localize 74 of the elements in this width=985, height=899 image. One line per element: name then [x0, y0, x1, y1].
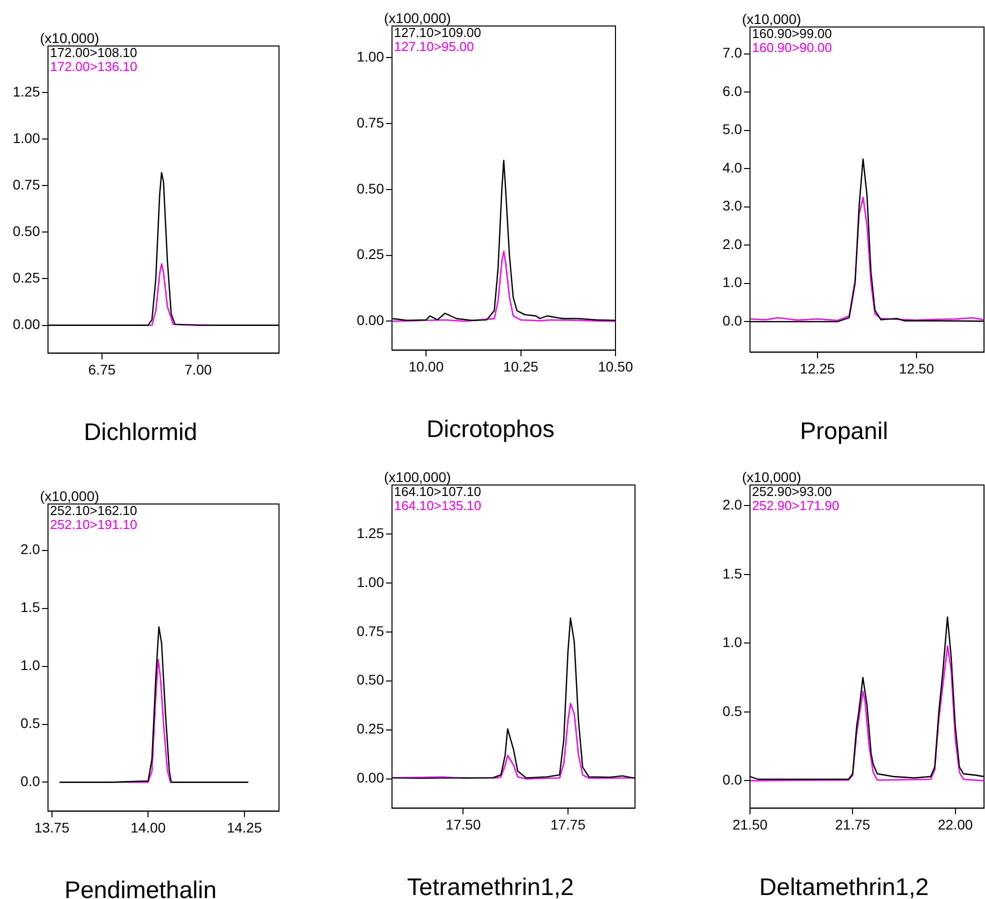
x-tick-label: 17.75 [550, 816, 586, 832]
y-tick-label: 6.0 [722, 82, 742, 99]
y-tick-label: 0.0 [722, 312, 742, 328]
text: 172.00>108.10 [50, 45, 138, 60]
x-tick-label: 7.00 [184, 361, 212, 378]
x-tick-label: 13.75 [34, 819, 70, 836]
x-tick-label: 17.50 [446, 816, 481, 832]
text: Pendimethalin [64, 877, 217, 899]
y-tick-label: 0.25 [356, 246, 384, 262]
y-tick-label: 0.5 [20, 715, 40, 732]
y-tick-label: 5.0 [722, 121, 742, 138]
y-tick-label: 0.75 [356, 622, 384, 639]
text: Dicrotophos [426, 416, 555, 444]
text: 252.90>171.90 [752, 498, 840, 514]
text: 252.10>191.10 [50, 517, 138, 532]
y-axis-title: (x10,000) [742, 468, 802, 485]
y-tick-label: 1.5 [722, 565, 742, 582]
y-axis-title: (x10,000) [40, 30, 100, 46]
y-tick-label: 0.25 [12, 270, 40, 286]
y-tick-label: 4.0 [722, 159, 742, 176]
y-axis-title: (x10,000) [742, 10, 802, 27]
y-tick-label: 1.00 [356, 574, 384, 590]
y-tick-label: 1.25 [356, 524, 384, 541]
y-tick-label: 2.0 [20, 541, 40, 558]
x-tick-label: 10.50 [598, 358, 634, 374]
text: 164.10>107.10 [394, 484, 482, 500]
text: Tetramethrin1,2 [407, 874, 574, 899]
y-tick-label: 0.50 [12, 223, 40, 240]
y-tick-label: 0.75 [12, 176, 40, 192]
text: Dichlormid [84, 419, 198, 446]
x-tick-label: 12.50 [899, 360, 934, 376]
y-axis-title: (x100,000) [384, 10, 451, 26]
y-tick-label: 2.0 [722, 236, 742, 252]
text: 127.10>109.00 [394, 25, 482, 40]
y-tick-label: 3.0 [722, 198, 742, 214]
x-tick-label: 10.25 [503, 358, 539, 374]
y-tick-label: 1.0 [722, 634, 742, 650]
y-tick-label: 0.5 [722, 702, 742, 719]
text: 172.00>136.10 [50, 59, 138, 74]
text: 160.90>99.00 [752, 26, 832, 42]
y-tick-label: 1.25 [12, 83, 40, 100]
y-tick-label: 7.0 [722, 44, 742, 61]
y-tick-label: 1.0 [20, 657, 40, 674]
x-tick-label: 21.50 [732, 816, 768, 832]
y-tick-label: 1.00 [356, 48, 384, 64]
y-tick-label: 2.0 [722, 496, 742, 512]
x-tick-label: 14.00 [130, 819, 166, 836]
x-tick-label: 14.25 [226, 819, 262, 836]
x-tick-label: 6.75 [88, 361, 116, 378]
text: 164.10>135.10 [394, 498, 482, 514]
y-tick-label: 0.50 [356, 672, 384, 688]
y-tick-label: 0.0 [20, 773, 40, 790]
y-tick-label: 0.00 [356, 770, 384, 786]
y-tick-label: 1.0 [722, 274, 742, 290]
y-axis-title: (x10,000) [40, 488, 100, 504]
text: 252.10>162.10 [50, 503, 138, 518]
y-axis-title: (x100,000) [384, 468, 451, 485]
text: Propanil [800, 418, 888, 446]
text: 160.90>90.00 [752, 40, 832, 56]
y-tick-label: 0.00 [12, 316, 40, 332]
y-tick-label: 0.75 [356, 114, 384, 130]
text: Deltamethrin1,2 [759, 874, 929, 899]
text: 252.90>93.00 [752, 484, 832, 500]
y-tick-label: 0.50 [356, 180, 384, 196]
y-tick-label: 0.0 [722, 772, 742, 788]
y-tick-label: 0.00 [356, 312, 384, 328]
x-tick-label: 12.25 [800, 360, 836, 376]
x-tick-label: 10.00 [408, 358, 444, 374]
x-tick-label: 22.00 [938, 816, 973, 832]
text: 127.10>95.00 [394, 39, 474, 54]
x-tick-label: 21.75 [835, 816, 870, 832]
y-tick-label: 0.25 [356, 720, 384, 737]
y-tick-label: 1.5 [20, 599, 40, 616]
y-tick-label: 1.00 [12, 130, 40, 146]
